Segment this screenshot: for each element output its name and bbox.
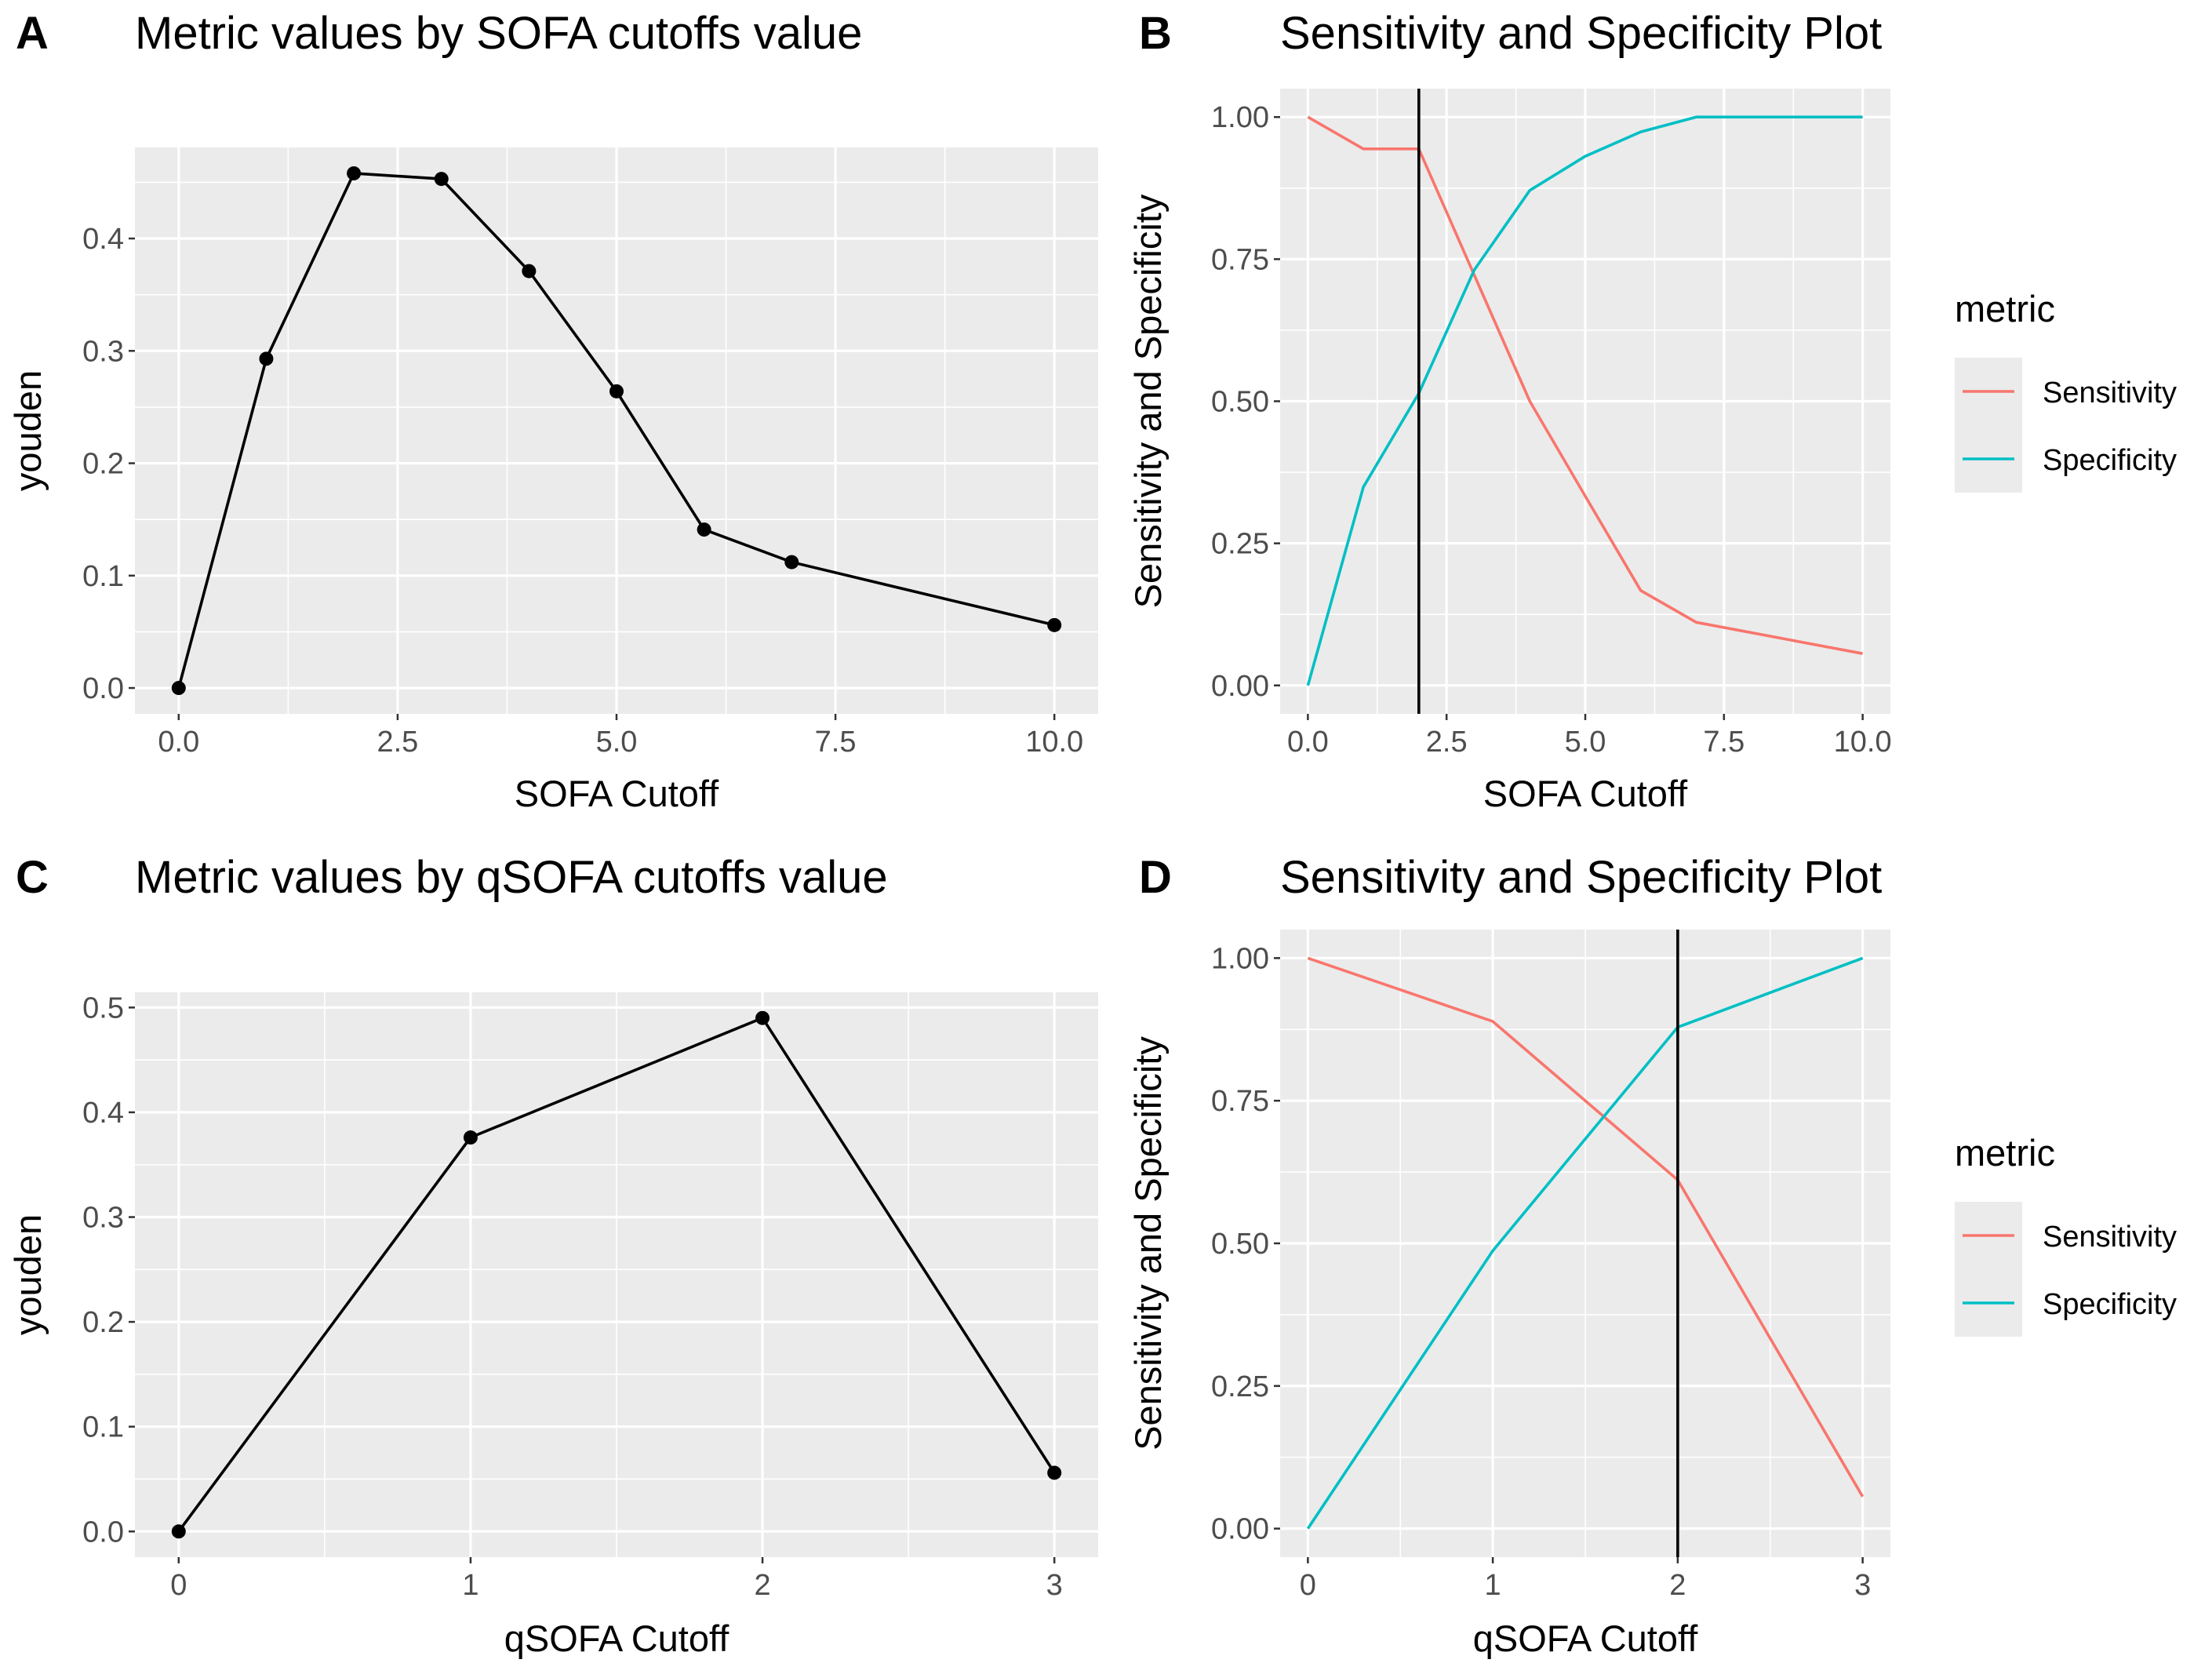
data-point (609, 384, 624, 398)
x-tick-label: 7.5 (815, 726, 857, 759)
x-axis-title: SOFA Cutoff (1483, 773, 1688, 814)
y-tick-label: 0.75 (1211, 243, 1269, 276)
y-tick-label: 0.25 (1211, 528, 1269, 561)
x-tick-label: 2 (754, 1569, 770, 1602)
legend-label-specificity: Specificity (2043, 1288, 2177, 1321)
y-tick-label: 0.50 (1211, 1228, 1269, 1261)
data-point (347, 166, 362, 180)
series-line-sensitivity (1307, 956, 1865, 1498)
legend-label-sensitivity: Sensitivity (2043, 377, 2177, 409)
data-point (463, 1130, 478, 1145)
x-tick-label: 10.0 (1834, 726, 1892, 759)
x-axis-title: qSOFA Cutoff (504, 1618, 729, 1659)
chart-title: Sensitivity and Specificity Plot (1280, 852, 1882, 903)
y-tick-label: 0.3 (82, 335, 124, 368)
panel-b: B Sensitivity and Specificity Plot 0.0 2.5 5… (1127, 8, 2177, 814)
y-tick-label: 0.25 (1211, 1370, 1269, 1403)
chart-title: Metric values by qSOFA cutoffs value (135, 852, 888, 903)
y-tick-label: 0.2 (82, 448, 124, 481)
y-axis-title: youden (7, 370, 49, 491)
panel-a: A Metric values by SOFA cutoffs value 0.0 2… (7, 8, 1098, 814)
legend: metric Sensitivity Specificity (1955, 1132, 2177, 1337)
panel-letter: B (1139, 8, 1172, 59)
x-tick-label: 2.5 (1426, 726, 1468, 759)
y-axis-title: youden (7, 1214, 49, 1335)
series-line-youden (177, 1016, 1056, 1533)
chart-title: Sensitivity and Specificity Plot (1280, 8, 1882, 59)
panel-letter: A (16, 8, 49, 59)
y-tick-label: 0.0 (82, 672, 124, 705)
panel-c: C Metric values by qSOFA cutoffs value 0 1 2… (7, 852, 1098, 1659)
x-axis-title: SOFA Cutoff (515, 773, 719, 814)
series-line-specificity (1306, 956, 1864, 1530)
x-tick-label: 3 (1854, 1569, 1871, 1602)
y-tick-label: 0.4 (82, 1097, 124, 1130)
series-line-specificity (1306, 115, 1863, 686)
data-point (171, 681, 186, 696)
legend-label-sensitivity: Sensitivity (2043, 1221, 2177, 1254)
y-tick-label: 0.0 (82, 1516, 124, 1548)
x-tick-label: 3 (1046, 1569, 1063, 1602)
x-tick-label: 0 (170, 1569, 187, 1602)
y-tick-label: 0.5 (82, 992, 124, 1024)
legend-label-specificity: Specificity (2043, 444, 2177, 477)
panel-letter: D (1139, 852, 1172, 903)
series-line-sensitivity (1307, 115, 1863, 655)
x-tick-label: 0 (1300, 1569, 1316, 1602)
y-tick-label: 1.00 (1211, 942, 1269, 975)
data-point (1047, 617, 1062, 632)
y-tick-label: 0.1 (82, 1411, 124, 1444)
y-tick-label: 0.50 (1211, 386, 1269, 419)
data-point (522, 264, 537, 278)
y-axis-title: Sensitivity and Specificity (1127, 194, 1169, 608)
y-axis-title: Sensitivity and Specificity (1127, 1036, 1169, 1450)
data-point (259, 351, 274, 366)
x-tick-label: 5.0 (1565, 726, 1606, 759)
y-tick-label: 0.3 (82, 1202, 124, 1235)
data-point (784, 555, 799, 570)
y-tick-label: 0.00 (1211, 670, 1269, 703)
y-tick-label: 0.00 (1211, 1513, 1269, 1546)
y-tick-label: 0.2 (82, 1306, 124, 1339)
x-tick-label: 2.5 (377, 726, 418, 759)
data-point (171, 1524, 186, 1539)
panel-d: D Sensitivity and Specificity Plot 0 1 2 3 0.0… (1127, 852, 2177, 1659)
y-tick-label: 0.4 (82, 223, 124, 256)
x-tick-label: 10.0 (1025, 726, 1083, 759)
data-point (697, 522, 711, 537)
panel-letter: C (16, 852, 49, 903)
x-tick-label: 7.5 (1703, 726, 1744, 759)
y-tick-label: 1.00 (1211, 101, 1269, 134)
x-tick-label: 1 (1485, 1569, 1501, 1602)
data-point (434, 172, 449, 187)
x-axis-title: qSOFA Cutoff (1473, 1618, 1698, 1659)
x-tick-label: 5.0 (596, 726, 638, 759)
data-point (1047, 1465, 1062, 1480)
legend-title: metric (1955, 288, 2055, 329)
x-tick-label: 1 (462, 1569, 478, 1602)
y-tick-label: 0.75 (1211, 1085, 1269, 1118)
chart-title: Metric values by SOFA cutoffs value (135, 8, 862, 59)
legend-title: metric (1955, 1132, 2055, 1174)
x-tick-label: 0.0 (158, 726, 199, 759)
x-tick-label: 2 (1669, 1569, 1686, 1602)
x-tick-label: 0.0 (1287, 726, 1329, 759)
data-point (755, 1010, 770, 1025)
y-tick-label: 0.1 (82, 560, 124, 593)
legend: metric Sensitivity Specificity (1955, 288, 2177, 493)
